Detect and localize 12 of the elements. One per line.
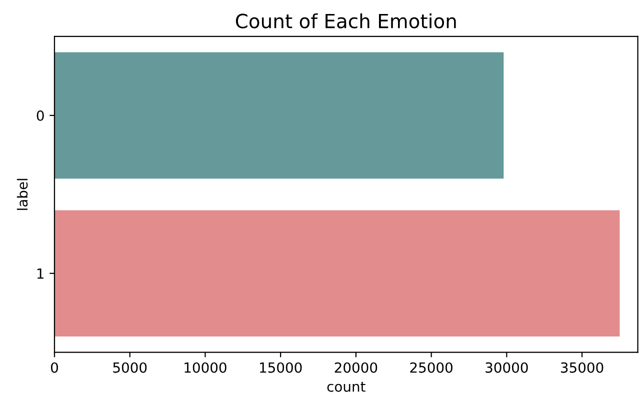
x-tick-label: 35000 xyxy=(560,362,604,373)
x-tick-label: 30000 xyxy=(486,362,528,373)
chart-title: Count of Each Emotion xyxy=(236,13,456,28)
x-tick-label: 20000 xyxy=(334,362,378,373)
x-tick-label: 25000 xyxy=(410,362,452,373)
x-tick-label: 0 xyxy=(50,362,58,373)
x-axis-title: count xyxy=(327,382,366,392)
y-tick-label: 1 xyxy=(37,268,44,279)
x-tick-label: 10000 xyxy=(184,362,226,373)
y-axis-title: label xyxy=(16,178,28,210)
x-tick-label: 15000 xyxy=(260,362,302,373)
x-tick-label: 5000 xyxy=(113,362,147,373)
